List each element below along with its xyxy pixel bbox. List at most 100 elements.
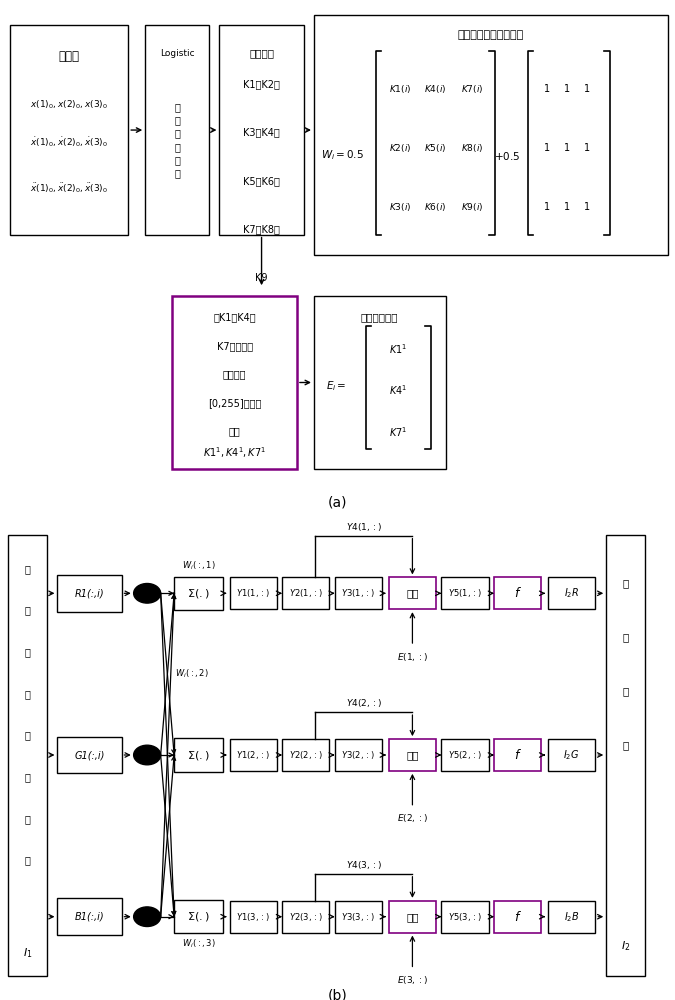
Text: $Y3(1,:)$: $Y3(1,:)$ [342, 587, 375, 599]
Text: $K4^1$: $K4^1$ [389, 383, 408, 397]
Text: $Y1(2,:)$: $Y1(2,:)$ [236, 749, 270, 761]
Text: 1: 1 [584, 143, 591, 153]
Text: $K1(i)$: $K1(i)$ [389, 83, 412, 95]
Text: 1: 1 [564, 84, 570, 94]
Text: 初始值: 初始值 [59, 50, 80, 63]
Bar [335, 577, 382, 609]
Text: 序列: 序列 [229, 426, 240, 436]
Bar [548, 901, 595, 933]
Text: K7，K8，: K7，K8， [243, 224, 280, 234]
Text: 密: 密 [622, 632, 629, 642]
Text: 图: 图 [25, 814, 30, 824]
Bar [145, 25, 209, 235]
Bar [174, 738, 223, 772]
Bar [389, 577, 436, 609]
Text: $I_1$: $I_1$ [23, 947, 32, 960]
Text: 异或: 异或 [406, 588, 418, 598]
Text: $Y2(1,:)$: $Y2(1,:)$ [289, 587, 323, 599]
Text: $E_i=$: $E_i=$ [326, 379, 346, 393]
Text: $Y4(3,:)$: $Y4(3,:)$ [346, 859, 382, 871]
Text: 加: 加 [622, 578, 629, 588]
Text: $Y3(3,:)$: $Y3(3,:)$ [342, 911, 375, 923]
Text: K9: K9 [255, 273, 268, 283]
Text: $K4(i)$: $K4(i)$ [424, 83, 447, 95]
Text: 乱: 乱 [25, 605, 30, 615]
Text: $I_2G$: $I_2G$ [564, 748, 580, 762]
Bar [314, 15, 668, 255]
Bar [57, 898, 122, 935]
Text: $Y2(3,:)$: $Y2(3,:)$ [289, 911, 323, 923]
Bar [548, 739, 595, 771]
Text: $I_2R$: $I_2R$ [564, 586, 579, 600]
Text: 量
子
混
沌
系
统: 量 子 混 沌 系 统 [174, 102, 180, 178]
Text: $Y5(1,:)$: $Y5(1,:)$ [448, 587, 482, 599]
Bar [335, 739, 382, 771]
Bar [172, 296, 297, 469]
Text: $f$: $f$ [514, 586, 522, 600]
Bar [389, 901, 436, 933]
Text: $W_i(:,2)$: $W_i(:,2)$ [175, 668, 209, 680]
Text: $E(1,:)$: $E(1,:)$ [397, 651, 428, 663]
Text: (a): (a) [328, 495, 347, 509]
Text: $Y4(1,:)$: $Y4(1,:)$ [346, 521, 382, 533]
Text: $I_2$: $I_2$ [621, 939, 630, 953]
Text: 组成扩散序列: 组成扩散序列 [361, 312, 398, 322]
Text: K5，K6，: K5，K6， [243, 176, 280, 186]
Text: $K3(i)$: $K3(i)$ [389, 201, 412, 213]
Text: $K7(i)$: $K7(i)$ [461, 83, 484, 95]
Text: $Y5(2,:)$: $Y5(2,:)$ [448, 749, 482, 761]
Text: [0,255]之内的: [0,255]之内的 [208, 398, 261, 408]
Text: $f$: $f$ [514, 748, 522, 762]
Text: K3，K4，: K3，K4， [243, 127, 280, 137]
Text: R1(:,i): R1(:,i) [75, 588, 104, 598]
Bar [57, 575, 122, 612]
Text: 色: 色 [25, 772, 30, 782]
Text: $K6(i)$: $K6(i)$ [424, 201, 447, 213]
Text: 图: 图 [622, 686, 629, 696]
Bar [230, 739, 277, 771]
Text: $W_i(:,1)$: $W_i(:,1)$ [182, 560, 215, 572]
Text: 1: 1 [564, 202, 570, 212]
Text: 1: 1 [543, 84, 550, 94]
Text: 置: 置 [25, 564, 30, 574]
Text: 彩: 彩 [25, 730, 30, 740]
Text: B1(:,i): B1(:,i) [75, 912, 104, 922]
Text: $E(2,:)$: $E(2,:)$ [397, 812, 428, 824]
Bar [441, 901, 489, 933]
Text: K7转化为元: K7转化为元 [217, 341, 252, 351]
Bar [494, 739, 541, 771]
Bar [314, 296, 446, 469]
Bar [606, 534, 645, 976]
Bar [8, 534, 47, 976]
Circle shape [134, 907, 161, 926]
Text: 1: 1 [543, 143, 550, 153]
Text: $Y4(2,:)$: $Y4(2,:)$ [346, 697, 382, 709]
Text: $K8(i)$: $K8(i)$ [461, 142, 484, 154]
Text: (b): (b) [327, 988, 348, 1000]
Circle shape [134, 745, 161, 765]
Bar [441, 739, 489, 771]
Text: 将K1，K4，: 将K1，K4， [213, 312, 256, 322]
Bar [174, 577, 223, 610]
Text: $\Sigma(.)$: $\Sigma(.)$ [187, 748, 210, 762]
Text: $I_2B$: $I_2B$ [564, 910, 580, 924]
Text: $x(1)_0,x(2)_0,x(3)_0$: $x(1)_0,x(2)_0,x(3)_0$ [30, 99, 108, 111]
Bar [548, 577, 595, 609]
Bar [494, 901, 541, 933]
Text: $W_i(:,3)$: $W_i(:,3)$ [182, 938, 215, 950]
Text: $W_i = 0.5$: $W_i = 0.5$ [321, 149, 364, 162]
Text: 的: 的 [25, 689, 30, 699]
Bar [335, 901, 382, 933]
Text: $K9(i)$: $K9(i)$ [461, 201, 484, 213]
Circle shape [134, 584, 161, 603]
Text: $Y2(2,:)$: $Y2(2,:)$ [289, 749, 323, 761]
Bar [219, 25, 304, 235]
Text: 后: 后 [25, 647, 30, 657]
Text: 混沌序列: 混沌序列 [249, 49, 274, 59]
Text: $K1^1$: $K1^1$ [389, 342, 408, 356]
Text: $\ddot{x}(1)_0,\ddot{x}(2)_0,\ddot{x}(3)_0$: $\ddot{x}(1)_0,\ddot{x}(2)_0,\ddot{x}(3)… [30, 182, 108, 195]
Text: $Y1(3,:)$: $Y1(3,:)$ [236, 911, 270, 923]
Text: $Y1(1,:)$: $Y1(1,:)$ [236, 587, 270, 599]
Text: 异或: 异或 [406, 912, 418, 922]
Text: G1(:,i): G1(:,i) [74, 750, 105, 760]
